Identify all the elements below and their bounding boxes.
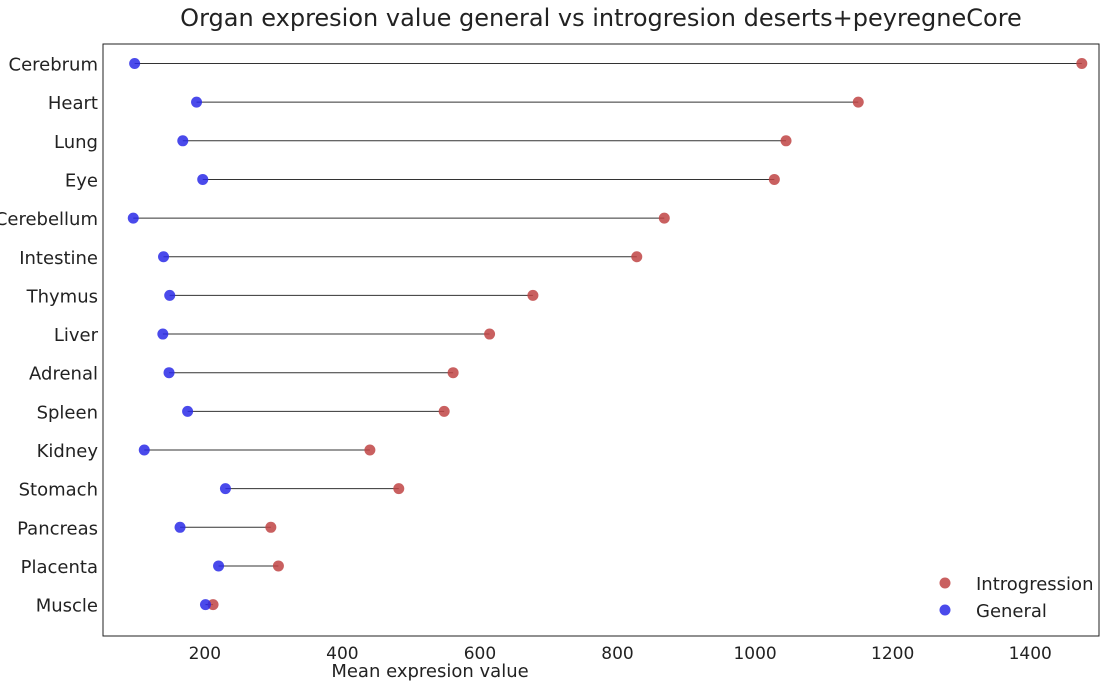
y-tick-label: Spleen	[37, 402, 98, 423]
x-tick-label: 200	[189, 644, 221, 664]
general-point	[164, 289, 176, 301]
introgression-point	[393, 483, 405, 495]
general-point	[127, 212, 139, 224]
y-tick-label: Eye	[65, 170, 98, 191]
general-point	[177, 135, 189, 147]
x-tick-label: 400	[326, 644, 358, 664]
introgression-point	[447, 367, 459, 379]
y-tick-label: Cerebellum	[0, 209, 98, 230]
y-tick-label: Cerebrum	[9, 55, 99, 76]
y-tick-label: Stomach	[19, 480, 98, 501]
introgression-point	[1076, 58, 1088, 69]
general-point	[174, 521, 186, 533]
introgression-point	[631, 251, 643, 263]
general-point	[129, 58, 141, 69]
introgression-point	[852, 96, 864, 108]
introgression-point	[768, 173, 780, 185]
legend-marker	[939, 577, 951, 589]
introgression-point	[207, 599, 219, 611]
introgression-point	[438, 405, 450, 417]
general-point	[158, 251, 170, 263]
introgression-point	[780, 135, 792, 147]
y-tick-label: Pancreas	[17, 518, 98, 539]
introgression-point	[527, 289, 539, 301]
legend-marker	[939, 604, 951, 616]
general-point	[182, 405, 194, 417]
legend: Introgression General	[939, 574, 1093, 622]
general-point	[197, 173, 209, 185]
y-tick-label: Liver	[54, 325, 99, 346]
y-tick-label: Heart	[48, 93, 98, 114]
introgression-point	[272, 560, 284, 572]
x-tick-label: 1200	[871, 644, 914, 664]
y-tick-label: Lung	[54, 132, 98, 153]
y-tick-label: Kidney	[37, 441, 99, 462]
general-point	[191, 96, 203, 108]
general-point	[163, 367, 175, 379]
introgression-point	[484, 328, 496, 340]
y-tick-label: Thymus	[26, 286, 98, 307]
general-point	[219, 483, 231, 495]
legend-label: General	[976, 601, 1047, 622]
y-tick-label: Placenta	[21, 557, 98, 578]
y-tick-label: Muscle	[36, 596, 98, 617]
x-axis-label: Mean expresion value	[331, 661, 528, 682]
general-point	[199, 599, 211, 611]
x-tick-label: 800	[601, 644, 633, 664]
y-tick-label: Intestine	[19, 248, 98, 269]
general-point	[138, 444, 150, 456]
plot-frame	[102, 43, 1100, 637]
introgression-point	[364, 444, 376, 456]
introgression-point	[265, 521, 277, 533]
x-tick-label: 1000	[733, 644, 776, 664]
legend-label: Introgression	[976, 574, 1093, 595]
chart-title: Organ expresion value general vs introgr…	[180, 4, 1022, 32]
x-tick-label: 600	[464, 644, 496, 664]
introgression-point	[658, 212, 670, 224]
y-tick-label: Adrenal	[29, 364, 98, 385]
x-tick-label: 1400	[1009, 644, 1052, 664]
general-point	[213, 560, 225, 572]
general-point	[157, 328, 169, 340]
